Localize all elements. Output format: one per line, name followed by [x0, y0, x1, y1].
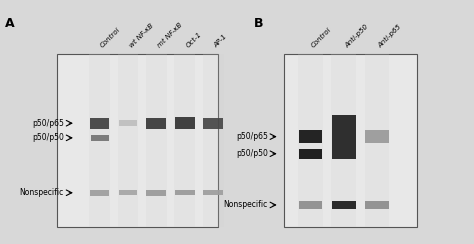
- Text: B: B: [254, 17, 263, 30]
- FancyBboxPatch shape: [146, 118, 166, 129]
- FancyBboxPatch shape: [175, 117, 195, 129]
- FancyBboxPatch shape: [57, 54, 218, 227]
- Text: mt NF-κB: mt NF-κB: [156, 22, 183, 49]
- FancyBboxPatch shape: [89, 54, 110, 227]
- FancyBboxPatch shape: [332, 115, 356, 159]
- Text: Anti-p65: Anti-p65: [377, 23, 402, 49]
- Text: p50/p65: p50/p65: [236, 132, 268, 141]
- FancyBboxPatch shape: [332, 201, 356, 209]
- Text: p50/p65: p50/p65: [32, 119, 64, 128]
- FancyBboxPatch shape: [175, 190, 195, 195]
- Text: Nonspecific: Nonspecific: [224, 201, 268, 209]
- FancyBboxPatch shape: [365, 130, 389, 143]
- FancyBboxPatch shape: [365, 201, 389, 209]
- Text: AP-1: AP-1: [213, 33, 228, 49]
- FancyBboxPatch shape: [91, 135, 109, 141]
- FancyBboxPatch shape: [331, 54, 356, 227]
- Text: Oct-1: Oct-1: [185, 31, 202, 49]
- FancyBboxPatch shape: [284, 54, 417, 227]
- FancyBboxPatch shape: [90, 190, 109, 196]
- FancyBboxPatch shape: [298, 54, 323, 227]
- FancyBboxPatch shape: [299, 201, 322, 209]
- FancyBboxPatch shape: [174, 54, 195, 227]
- FancyBboxPatch shape: [365, 54, 389, 227]
- FancyBboxPatch shape: [118, 120, 137, 126]
- Text: Nonspecific: Nonspecific: [20, 188, 64, 197]
- Text: p50/p50: p50/p50: [236, 149, 268, 158]
- FancyBboxPatch shape: [299, 130, 322, 143]
- Text: wt NF-κB: wt NF-κB: [128, 23, 154, 49]
- FancyBboxPatch shape: [118, 54, 138, 227]
- FancyBboxPatch shape: [146, 54, 167, 227]
- FancyBboxPatch shape: [203, 118, 223, 129]
- Text: Control: Control: [310, 27, 333, 49]
- FancyBboxPatch shape: [203, 54, 224, 227]
- Text: A: A: [5, 17, 14, 30]
- FancyBboxPatch shape: [203, 190, 223, 195]
- Text: p50/p50: p50/p50: [32, 133, 64, 142]
- Text: Control: Control: [100, 27, 122, 49]
- FancyBboxPatch shape: [90, 118, 109, 129]
- FancyBboxPatch shape: [118, 190, 137, 195]
- FancyBboxPatch shape: [299, 149, 322, 159]
- FancyBboxPatch shape: [146, 190, 166, 196]
- Text: Anti-p50: Anti-p50: [344, 23, 369, 49]
